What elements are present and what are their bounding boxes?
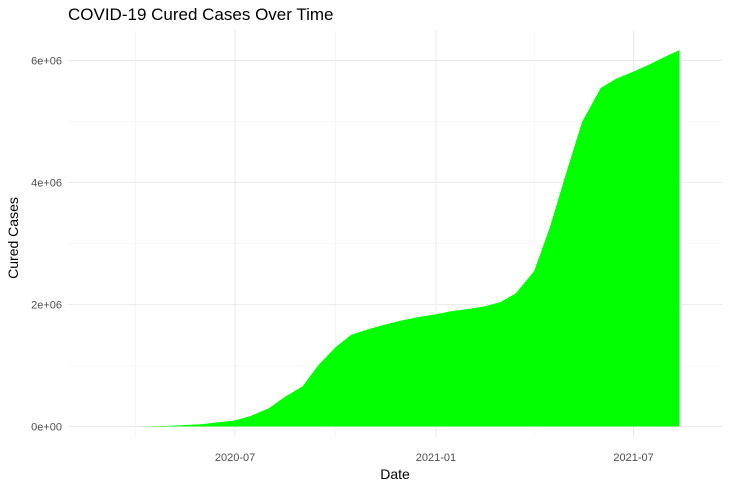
y-tick-label: 0e+00 [31,422,62,434]
x-tick-label: 2021-01 [416,452,456,464]
y-tick-label: 2e+06 [31,300,62,312]
x-tick-label: 2020-07 [215,452,255,464]
chart-title: COVID-19 Cured Cases Over Time [68,5,333,24]
x-tick-label: 2021-07 [613,452,653,464]
x-axis-title: Date [380,466,410,482]
y-tick-label: 6e+06 [31,56,62,68]
y-axis-title: Cured Cases [5,197,21,279]
cured-cases-area [101,50,680,427]
y-axis-ticks: 0e+00 2e+06 4e+06 6e+06 [31,56,62,434]
x-axis-ticks: 2020-07 2021-01 2021-07 [215,452,654,464]
y-tick-label: 4e+06 [31,178,62,190]
